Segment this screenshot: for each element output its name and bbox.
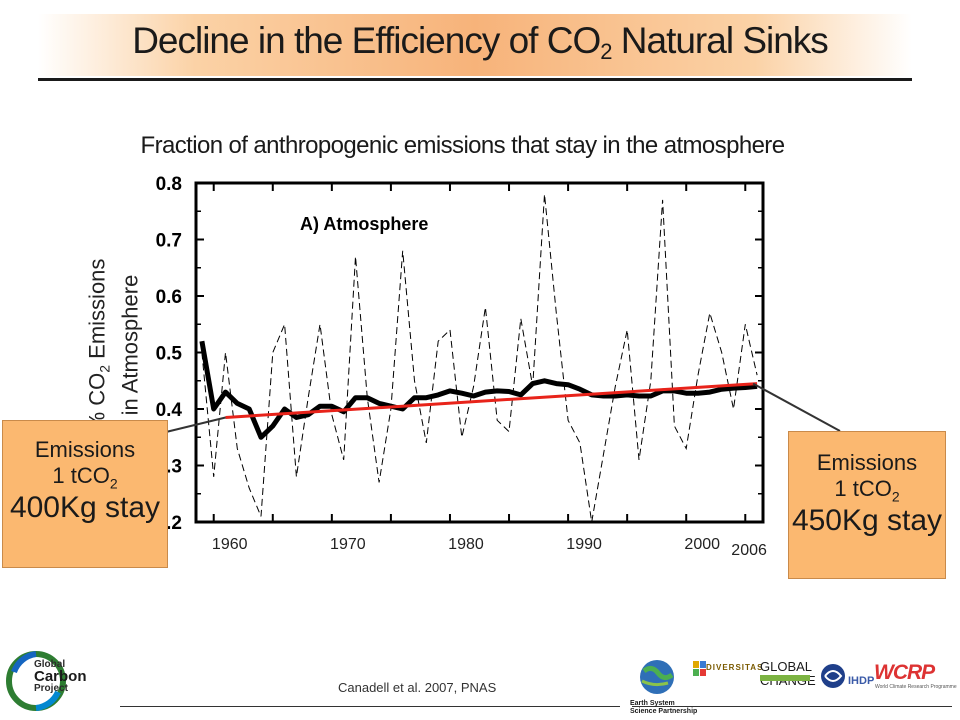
ihdp-icon — [821, 664, 845, 688]
chart-subtitle: Fraction of anthropogenic emissions that… — [140, 132, 786, 159]
footer-rule-right — [632, 706, 952, 707]
callout-left: Emissions 1 tCO2 400Kg stay — [2, 420, 168, 568]
callout-right-stay: 450Kg stay — [791, 504, 943, 538]
series-line-trend — [225, 382, 758, 419]
citation: Canadell et al. 2007, PNAS — [338, 680, 497, 695]
essp-globe-icon — [640, 660, 674, 694]
x-tick-label: 1960 — [212, 536, 248, 553]
callout-left-amount: 1 tCO2 — [52, 463, 118, 492]
y-tick-label: 0.4 — [156, 400, 183, 421]
y-tick-label: 0.8 — [156, 174, 182, 195]
series-line-annual — [201, 194, 758, 522]
x-tick-label: 1970 — [330, 536, 366, 553]
callout-left-connector — [165, 416, 226, 433]
plot-frame — [194, 181, 765, 524]
wcrp-subtitle: World Climate Research Programme — [875, 684, 957, 690]
y-tick-label: 0.7 — [156, 231, 182, 252]
footer-rule — [120, 706, 620, 707]
title-rule — [38, 78, 912, 81]
y-tick-label: 0.6 — [156, 287, 182, 308]
callout-right-amount: 1 tCO2 — [834, 476, 900, 505]
wcrp-wordmark: WCRP — [874, 661, 935, 684]
gcp-wordmark: Global Carbon Project — [34, 659, 87, 694]
x-tick-label: 1980 — [448, 536, 484, 553]
x-tick-label: 1990 — [566, 536, 602, 553]
diversitas-wordmark: DIVERSITAS — [706, 663, 764, 672]
callout-left-stay: 400Kg stay — [9, 491, 161, 525]
diversitas-icon — [693, 661, 706, 676]
gcp-logo-icon — [6, 651, 66, 711]
callout-right-connector — [752, 382, 841, 432]
x-tick-label: 2000 — [684, 536, 720, 553]
essp-label: Earth System Science Partnership — [630, 700, 698, 715]
igbp-icon — [760, 675, 810, 681]
y-tick-label: 0.5 — [156, 344, 183, 365]
ihdp-wordmark: IHDP — [848, 675, 875, 687]
global-change-wordmark: GLOBAL CHANGE — [760, 659, 816, 688]
page-title: Decline in the Efficiency of CO2 Natural… — [132, 20, 829, 64]
x-tick-label: 2006 — [731, 542, 767, 559]
callout-left-emissions: Emissions — [34, 437, 136, 462]
title-band — [38, 14, 912, 76]
callout-right: Emissions 1 tCO2 450Kg stay — [788, 431, 946, 579]
panel-label: A) Atmosphere — [300, 214, 428, 234]
callout-right-emissions: Emissions — [816, 450, 918, 475]
